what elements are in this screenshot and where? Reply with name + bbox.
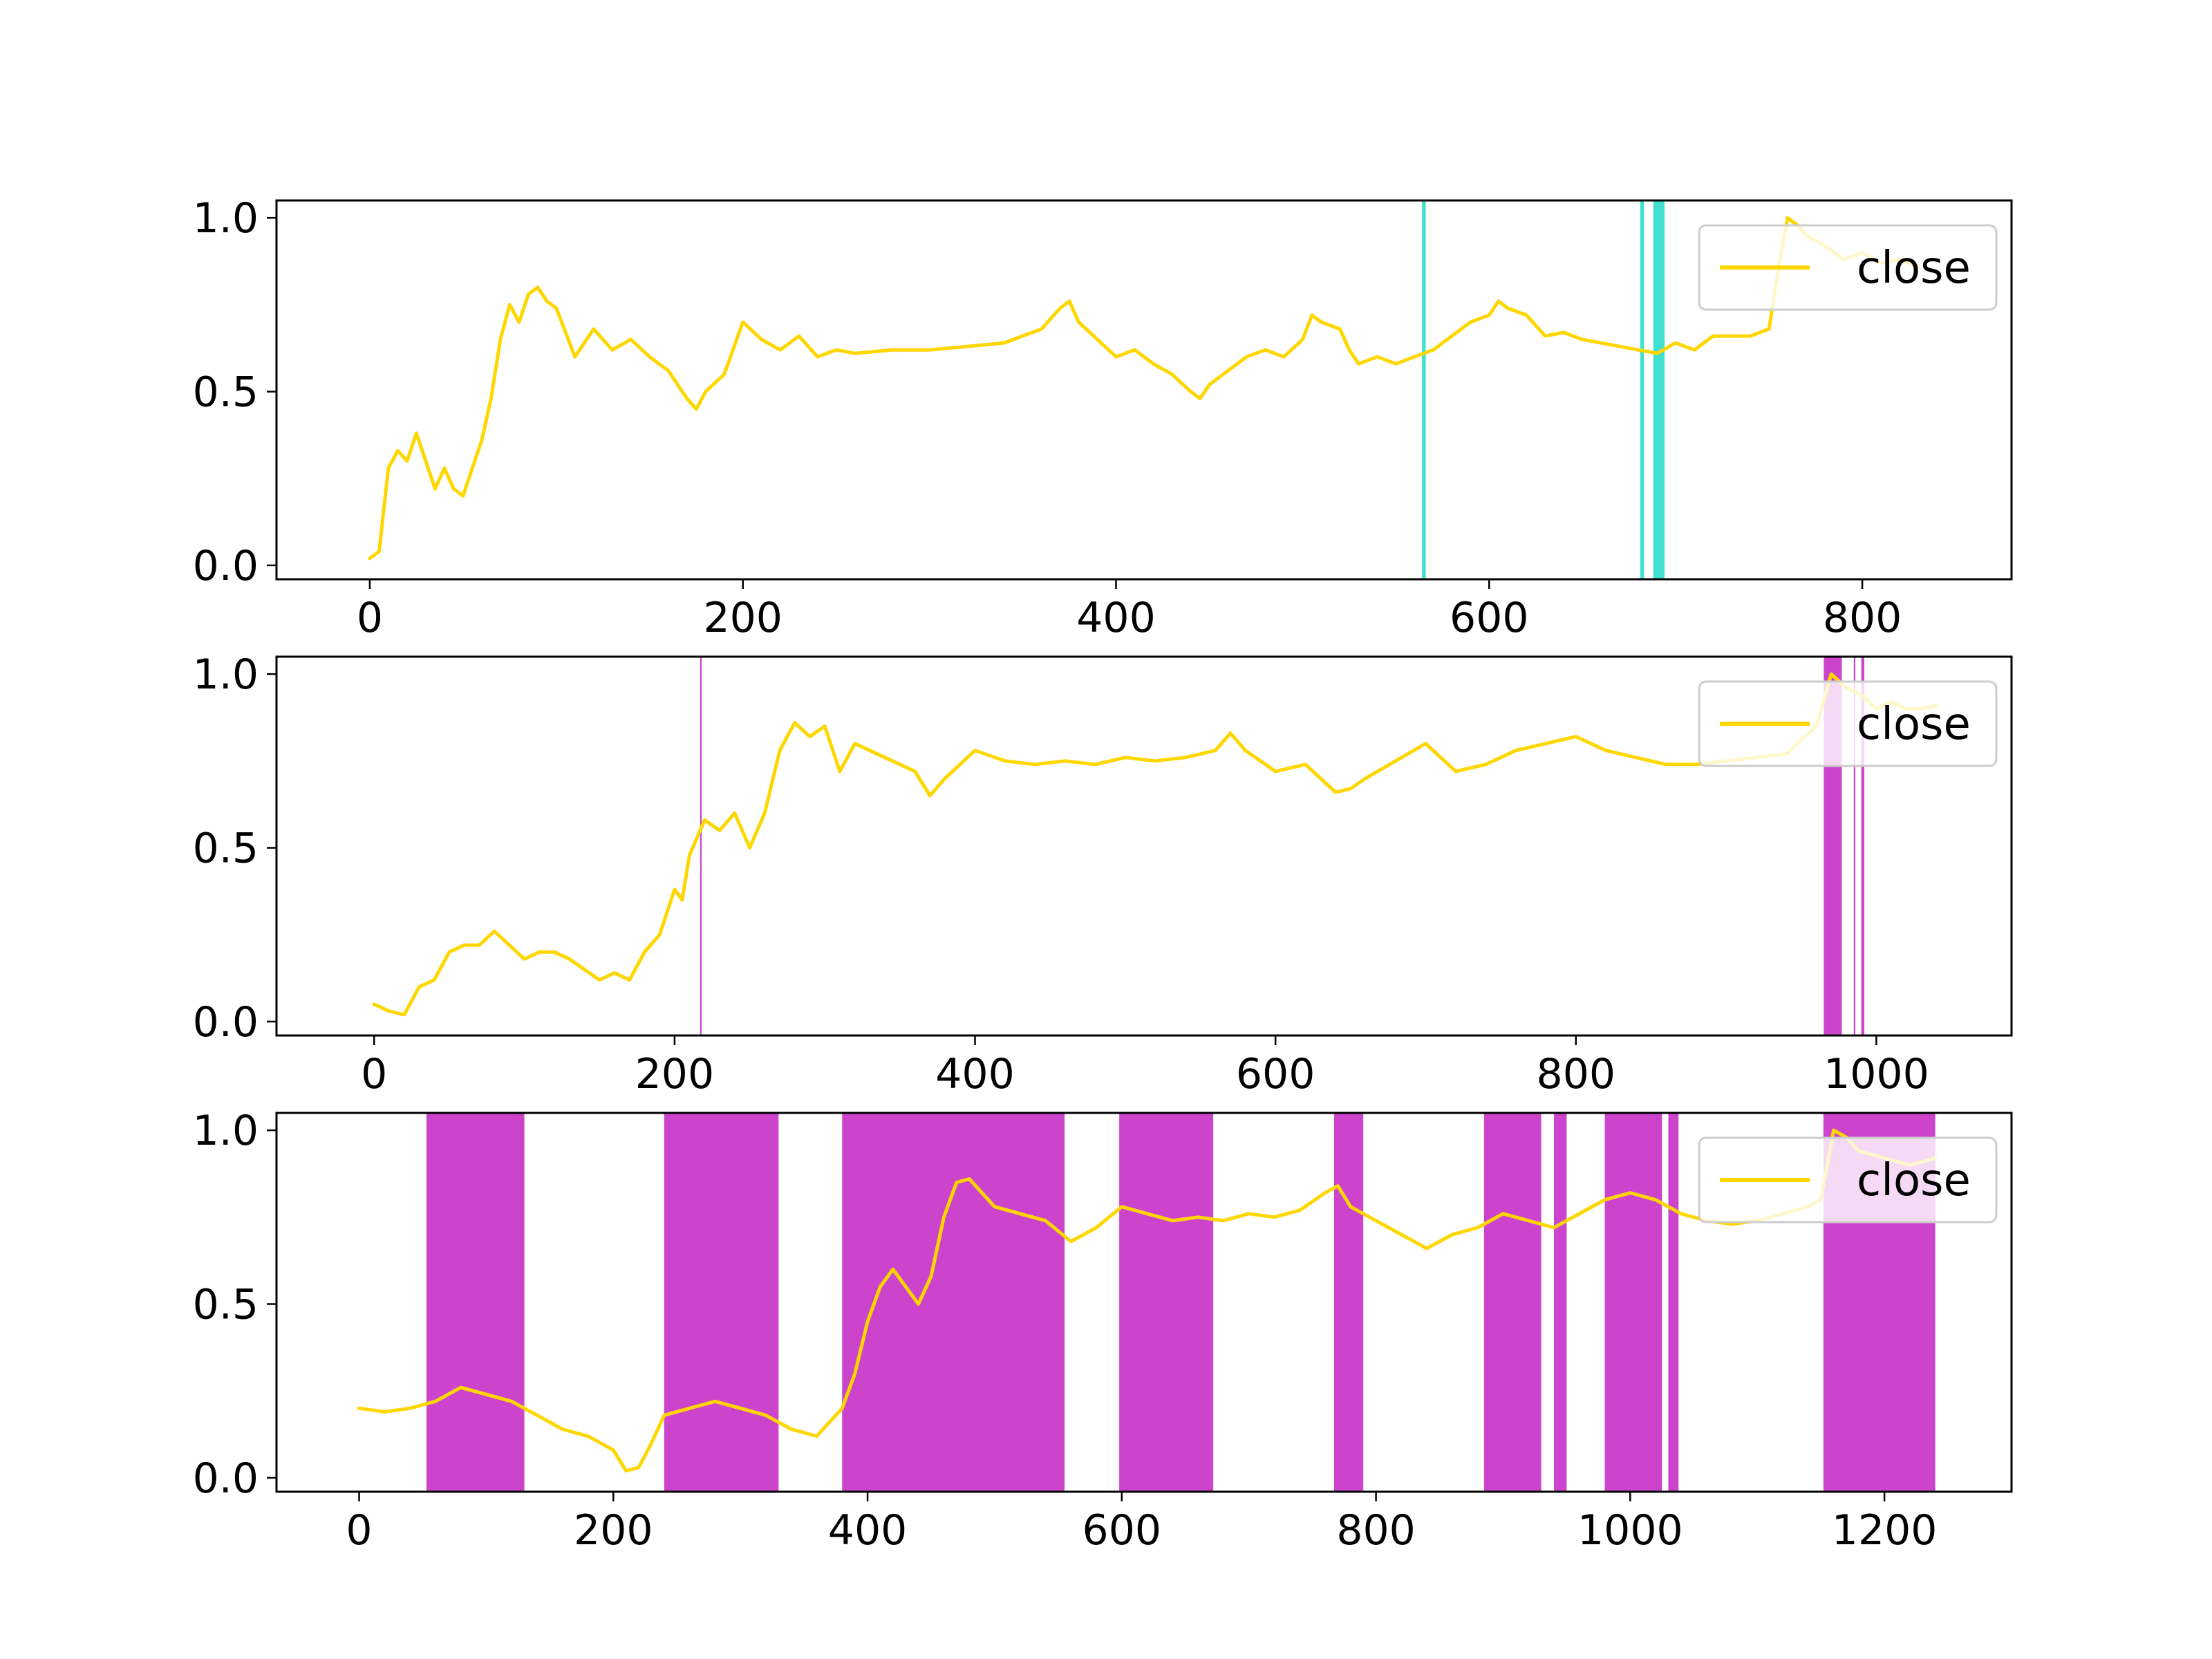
x-tick-label: 0	[357, 594, 383, 642]
vspan-band	[1853, 657, 1855, 1035]
plot-area	[368, 200, 1920, 579]
y-tick-label: 1.0	[193, 1107, 259, 1155]
vspan-band	[664, 1113, 779, 1492]
axes-frame	[275, 199, 2013, 581]
y-tick-label: 1.0	[193, 194, 259, 243]
legend-label: close	[1857, 1155, 1971, 1206]
x-tick-label: 600	[1236, 1050, 1315, 1098]
axes-frame	[275, 1112, 2013, 1493]
series-line-close	[368, 216, 1920, 561]
vspan-band	[1640, 200, 1644, 579]
vspan-band	[700, 657, 702, 1035]
x-tick-label: 400	[828, 1506, 908, 1555]
legend-label: close	[1857, 243, 1971, 294]
vspan-band	[426, 1113, 525, 1492]
x-tick-label: 400	[1076, 594, 1156, 642]
vspan-band	[1604, 1113, 1662, 1492]
y-tick-label: 0.5	[193, 1281, 259, 1329]
legend: close	[1698, 1136, 1998, 1224]
x-tick-label: 1000	[1577, 1506, 1683, 1555]
y-tick-label: 0.5	[193, 368, 259, 417]
x-tick-label: 600	[1082, 1506, 1162, 1555]
legend-box	[1698, 1136, 1998, 1224]
plot-area	[357, 1113, 1938, 1492]
vspan-band	[1653, 200, 1665, 579]
vspan-band	[1422, 200, 1426, 579]
vspan-band	[842, 1113, 1065, 1492]
x-tick-label: 800	[1336, 1506, 1416, 1555]
legend-label: close	[1857, 699, 1971, 750]
legend-box	[1698, 224, 1998, 311]
legend-box	[1698, 680, 1998, 767]
x-tick-label: 1000	[1824, 1050, 1929, 1098]
vspan-band	[1861, 657, 1865, 1035]
x-tick-label: 200	[703, 594, 782, 642]
x-tick-label: 0	[361, 1050, 387, 1098]
vspan-band	[1333, 1113, 1364, 1492]
y-tick-label: 0.0	[193, 542, 259, 590]
vspan-band	[1483, 1113, 1541, 1492]
x-tick-label: 800	[1823, 594, 1902, 642]
x-tick-label: 200	[574, 1506, 653, 1555]
x-tick-label: 600	[1450, 594, 1529, 642]
y-tick-label: 0.0	[193, 1454, 259, 1503]
subplot-3: 0 200 400 600 800 1000 1200 0.0 0.5 1.0 close	[193, 1107, 2013, 1555]
y-tick-label: 1.0	[193, 650, 259, 699]
legend: close	[1698, 680, 1998, 767]
y-tick-label: 0.0	[193, 998, 259, 1047]
axes-frame	[275, 655, 2013, 1037]
x-tick-label: 400	[935, 1050, 1015, 1098]
x-tick-label: 800	[1537, 1050, 1616, 1098]
x-tick-label: 1200	[1832, 1506, 1938, 1555]
x-tick-label: 200	[635, 1050, 715, 1098]
x-tick-label: 0	[346, 1506, 372, 1555]
subplot-1: 0 200 400 600 800 0.0 0.5 1.0 close	[193, 194, 2013, 642]
subplot-2: 0 200 400 600 800 1000 0.0 0.5 1.0 close	[193, 650, 2013, 1098]
vspan-band	[1554, 1113, 1567, 1492]
vspan-band	[1668, 1113, 1679, 1492]
vspan-band	[1119, 1113, 1214, 1492]
legend: close	[1698, 224, 1998, 311]
series-line-close	[372, 672, 1938, 1017]
y-tick-label: 0.5	[193, 825, 259, 873]
series-line-close	[357, 1128, 1938, 1473]
